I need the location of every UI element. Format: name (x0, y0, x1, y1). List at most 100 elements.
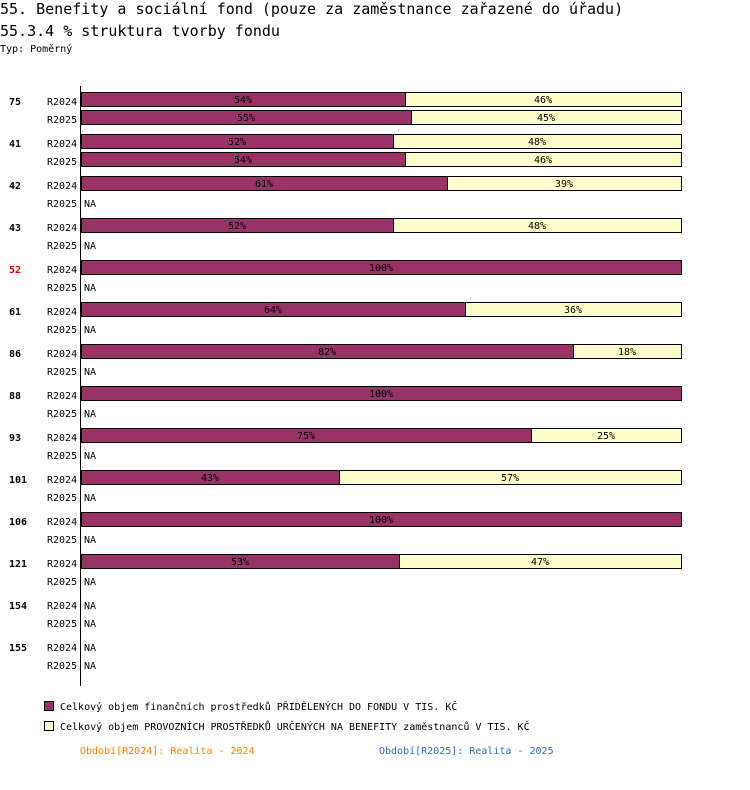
bar-segment (447, 176, 682, 191)
legend-swatch-series-2 (44, 721, 54, 731)
group-label: 75 (9, 97, 21, 108)
group-label: 121 (9, 559, 27, 570)
na-label: NA (84, 601, 96, 612)
group-label: 155 (9, 643, 27, 654)
na-label: NA (84, 493, 96, 504)
bar-segment (405, 152, 682, 167)
bar-value-label: 46% (534, 95, 552, 106)
bar-value-label: 48% (528, 137, 546, 148)
na-label: NA (84, 535, 96, 546)
legend-label-series-1: Celkový objem finančních prostředků PŘID… (60, 702, 458, 713)
row-period-label: R2025 (47, 619, 77, 630)
group-label: 61 (9, 307, 21, 318)
bar-value-label: 82% (318, 347, 336, 358)
bar-segment (531, 428, 682, 443)
row-period-label: R2024 (47, 559, 77, 570)
row-period-label: R2025 (47, 367, 77, 378)
row-period-label: R2024 (47, 181, 77, 192)
bar-segment (399, 554, 682, 569)
na-label: NA (84, 577, 96, 588)
bar-value-label: 55% (237, 113, 255, 124)
group-label: 52 (9, 265, 21, 276)
na-label: NA (84, 451, 96, 462)
row-period-label: R2024 (47, 349, 77, 360)
bar-value-label: 48% (528, 221, 546, 232)
bar-segment (411, 110, 682, 125)
na-label: NA (84, 283, 96, 294)
group-label: 154 (9, 601, 27, 612)
group-label: 101 (9, 475, 27, 486)
bar-value-label: 54% (234, 155, 252, 166)
bar-value-label: 52% (228, 137, 246, 148)
stacked-bar-chart: 75 R2024 54% 46% R2025 55% 45% 41 R2024 52% 48% R20… (9, 86, 682, 686)
bar-value-label: 100% (369, 515, 393, 526)
row-period-label: R2024 (47, 265, 77, 276)
group-label: 93 (9, 433, 21, 444)
row-period-label: R2024 (47, 433, 77, 444)
bar-value-label: 39% (555, 179, 573, 190)
chart-type-label: Typ: Poměrný (0, 44, 73, 55)
legend-swatch-series-1 (44, 701, 54, 711)
na-label: NA (84, 661, 96, 672)
row-period-label: R2025 (47, 451, 77, 462)
group-label: 88 (9, 391, 21, 402)
na-label: NA (84, 619, 96, 630)
period-note-2024: Období[R2024]: Realita - 2024 (80, 746, 255, 757)
na-label: NA (84, 367, 96, 378)
bar-value-label: 25% (597, 431, 615, 442)
row-period-label: R2025 (47, 115, 77, 126)
bar-segment (81, 512, 682, 527)
row-period-label: R2025 (47, 661, 77, 672)
bar-value-label: 100% (369, 389, 393, 400)
row-period-label: R2025 (47, 283, 77, 294)
bar-value-label: 18% (618, 347, 636, 358)
legend-item-series-1: Celkový objem finančních prostředků PŘID… (44, 701, 457, 714)
period-note-2025: Období[R2025]: Realita - 2025 (379, 746, 554, 757)
row-period-label: R2025 (47, 493, 77, 504)
bar-value-label: 52% (228, 221, 246, 232)
row-period-label: R2025 (47, 409, 77, 420)
row-period-label: R2024 (47, 391, 77, 402)
row-period-label: R2024 (47, 223, 77, 234)
bar-value-label: 75% (297, 431, 315, 442)
row-period-label: R2024 (47, 643, 77, 654)
na-label: NA (84, 409, 96, 420)
na-label: NA (84, 325, 96, 336)
row-period-label: R2025 (47, 577, 77, 588)
row-period-label: R2025 (47, 199, 77, 210)
bar-value-label: 54% (234, 95, 252, 106)
row-period-label: R2024 (47, 475, 77, 486)
group-label: 42 (9, 181, 21, 192)
bar-segment (465, 302, 682, 317)
row-period-label: R2024 (47, 97, 77, 108)
group-label: 41 (9, 139, 21, 150)
bar-value-label: 100% (369, 263, 393, 274)
chart-subtitle: 55.3.4 % struktura tvorby fondu (0, 22, 280, 40)
bar-value-label: 57% (501, 473, 519, 484)
chart-title: 55. Benefity a sociální fond (pouze za z… (0, 0, 624, 18)
bar-value-label: 43% (201, 473, 219, 484)
row-period-label: R2025 (47, 325, 77, 336)
na-label: NA (84, 241, 96, 252)
na-label: NA (84, 199, 96, 210)
na-label: NA (84, 643, 96, 654)
row-period-label: R2024 (47, 139, 77, 150)
group-label: 86 (9, 349, 21, 360)
bar-segment (339, 470, 682, 485)
bar-value-label: 46% (534, 155, 552, 166)
bar-segment (81, 386, 682, 401)
row-period-label: R2024 (47, 517, 77, 528)
bar-value-label: 45% (537, 113, 555, 124)
group-label: 43 (9, 223, 21, 234)
bar-value-label: 53% (231, 557, 249, 568)
bar-segment (393, 134, 682, 149)
row-period-label: R2025 (47, 157, 77, 168)
bar-value-label: 36% (564, 305, 582, 316)
bar-segment (573, 344, 682, 359)
bar-value-label: 47% (531, 557, 549, 568)
row-period-label: R2024 (47, 307, 77, 318)
bar-value-label: 64% (264, 305, 282, 316)
row-period-label: R2024 (47, 601, 77, 612)
row-period-label: R2025 (47, 241, 77, 252)
legend-label-series-2: Celkový objem PROVOZNÍCH PROSTŘEDKŮ URČE… (60, 722, 530, 733)
